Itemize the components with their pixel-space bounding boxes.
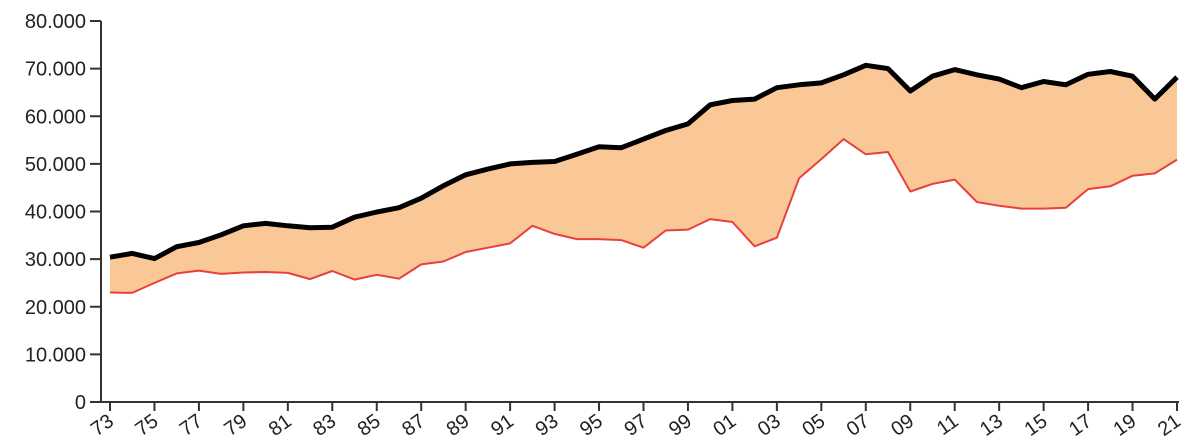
x-tick-label: 81 [265, 410, 296, 441]
range-band-area [110, 65, 1177, 293]
x-tick-label: 77 [176, 410, 207, 441]
y-axis: 0 10.000 20.000 30.000 40.000 50.000 60.000 70.… [25, 11, 102, 414]
x-tick-label: 09 [887, 410, 918, 441]
lower-series-line [109, 138, 1178, 294]
x-tick-label: 03 [754, 410, 785, 441]
y-tick-label: 20.000 [25, 297, 86, 319]
x-axis: 73 75 77 79 81 83 85 87 89 91 93 95 97 99 01 03 05 07 09 11… [87, 401, 1181, 441]
x-tick-label: 99 [665, 410, 696, 441]
x-tick-label: 07 [843, 410, 874, 441]
y-tick-label: 0 [75, 392, 86, 414]
x-tick-label: 19 [1110, 410, 1141, 441]
y-tick-label: 30.000 [25, 249, 86, 271]
y-tick-label: 50.000 [25, 154, 86, 176]
x-tick-label: 93 [532, 410, 563, 441]
y-tick-label: 80.000 [25, 11, 86, 33]
x-tick-label: 85 [354, 410, 385, 441]
x-tick-label: 83 [309, 410, 340, 441]
x-tick-label: 97 [621, 410, 652, 441]
x-tick-label: 21 [1154, 410, 1181, 441]
x-tick-label: 13 [976, 410, 1007, 441]
x-tick-label: 05 [798, 410, 829, 441]
y-tick-label: 40.000 [25, 202, 86, 224]
y-tick-label: 70.000 [25, 59, 86, 81]
x-tick-label: 15 [1021, 410, 1052, 441]
y-tick-label: 10.000 [25, 344, 86, 366]
plot-area [109, 62, 1179, 294]
x-tick-label: 91 [487, 410, 518, 441]
x-tick-label: 79 [220, 410, 251, 441]
x-tick-label: 75 [131, 410, 162, 441]
x-tick-label: 73 [87, 410, 118, 441]
x-tick-label: 87 [398, 410, 429, 441]
x-tick-label: 89 [443, 410, 474, 441]
upper-series-line [109, 62, 1179, 262]
y-tick-label: 60.000 [25, 106, 86, 128]
x-tick-label: 11 [933, 410, 963, 440]
x-tick-label: 01 [709, 410, 740, 441]
x-tick-label: 17 [1065, 410, 1096, 441]
x-tick-label: 95 [576, 410, 607, 441]
